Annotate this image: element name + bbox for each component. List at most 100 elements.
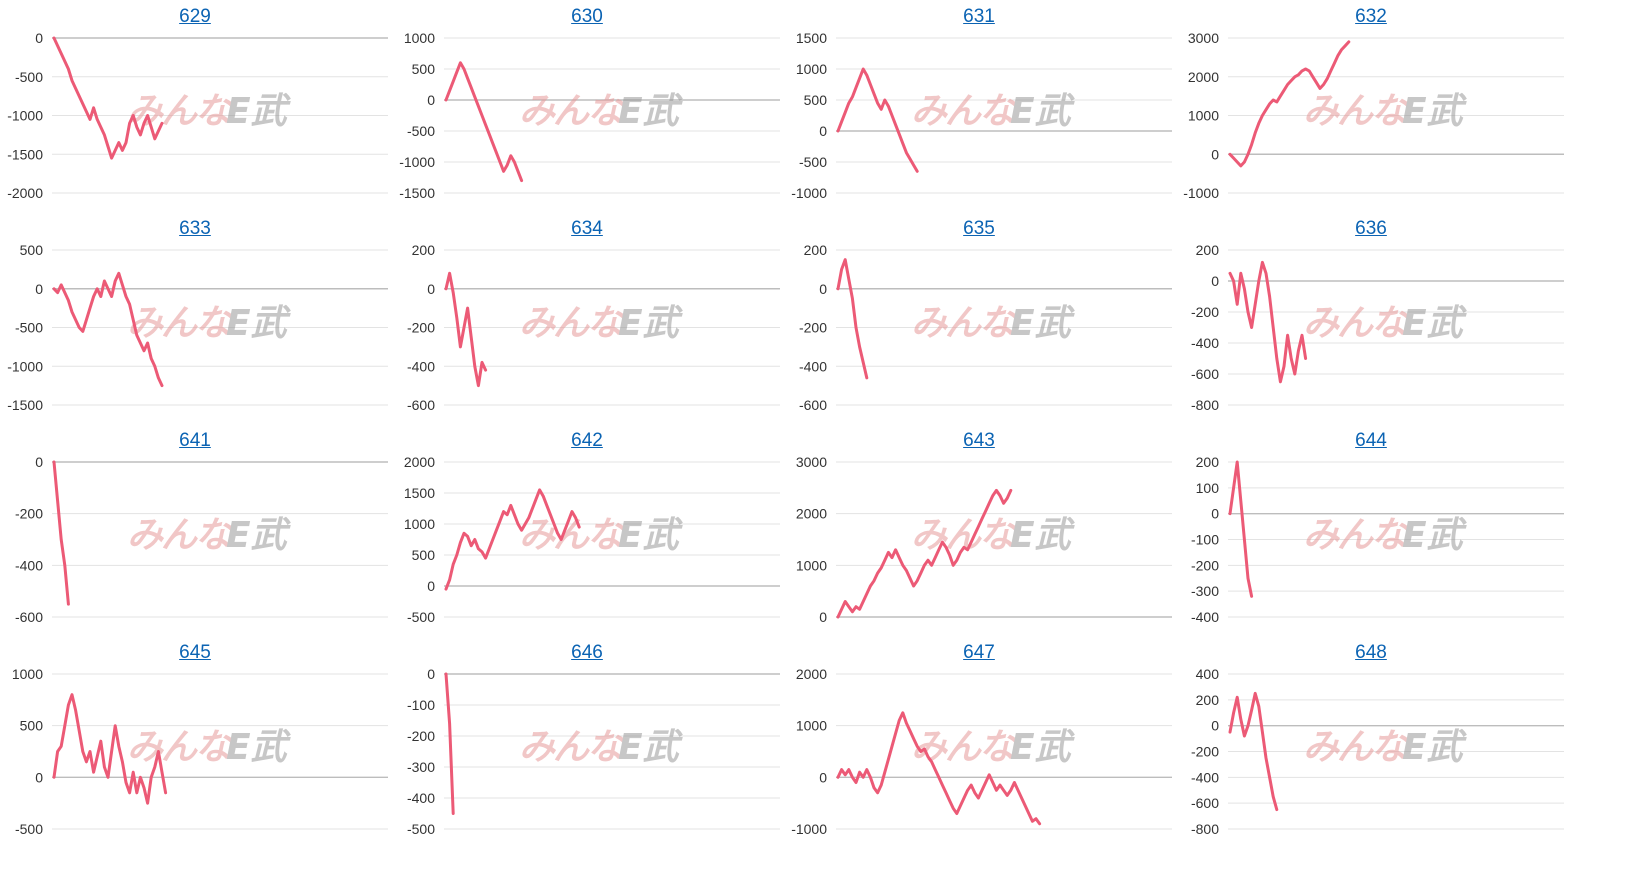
chart-panel-630: 630 1000 500 0 -500 -1000 -1500 みんな E武 [392, 0, 782, 221]
series-line [1228, 40, 1351, 168]
y-tick-label: -400 [407, 358, 435, 374]
chart-panel-648: 648 400 200 0 -200 -400 -600 -800 みんな E武 [1176, 636, 1566, 857]
y-tick-label: 200 [804, 242, 828, 258]
y-tick-label: -100 [1191, 532, 1219, 548]
y-tick-label: -600 [407, 397, 435, 413]
chart-title-link[interactable]: 642 [571, 430, 603, 451]
watermark-text-right: E武 [226, 515, 292, 556]
chart-title-link[interactable]: 634 [571, 218, 603, 239]
chart-panel-629: 629 0 -500 -1000 -1500 -2000 みんな E武 [0, 0, 390, 221]
watermark-text-left: みんな [1303, 515, 1411, 556]
y-tick-label: -200 [1191, 744, 1219, 760]
y-tick-label: -1000 [791, 821, 827, 837]
y-tick-label: 0 [35, 30, 43, 46]
y-tick-label: -1000 [791, 185, 827, 201]
watermark-text-left: みんな [519, 303, 627, 344]
chart-title-link[interactable]: 643 [963, 430, 995, 451]
y-tick-label: -400 [1191, 769, 1219, 785]
y-tick-label: -300 [407, 759, 435, 775]
series-line [1228, 460, 1254, 598]
y-tick-label: -1500 [7, 146, 43, 162]
chart-panel-633: 633 500 0 -500 -1000 -1500 みんな E武 [0, 212, 390, 433]
y-tick-label: 0 [1211, 506, 1219, 522]
watermark-text-left: みんな [127, 727, 235, 768]
watermark-text-right: E武 [618, 515, 684, 556]
y-tick-label: -100 [407, 697, 435, 713]
y-tick-label: -1000 [1183, 185, 1219, 201]
y-tick-label: 1000 [404, 30, 435, 46]
chart-panel-631: 631 1500 1000 500 0 -500 -1000 みんな E武 [784, 0, 1174, 221]
watermark-text-left: みんな [519, 91, 627, 132]
y-tick-label: 0 [819, 609, 827, 625]
y-tick-label: -400 [1191, 609, 1219, 625]
y-tick-label: -400 [15, 557, 43, 573]
series-line [444, 271, 488, 388]
chart-title-link[interactable]: 633 [179, 218, 211, 239]
chart-panel-632: 632 3000 2000 1000 0 -1000 みんな E武 [1176, 0, 1566, 221]
watermark-text-left: みんな [519, 727, 627, 768]
series-line [444, 672, 455, 815]
y-tick-label: -500 [15, 821, 43, 837]
chart-title-link[interactable]: 629 [179, 6, 211, 27]
chart-title-link[interactable]: 631 [963, 6, 995, 27]
y-tick-label: 0 [819, 281, 827, 297]
watermark-text-left: みんな [127, 91, 235, 132]
y-tick-label: 1000 [796, 61, 827, 77]
watermark-text-right: E武 [226, 727, 292, 768]
watermark-text-left: みんな [911, 91, 1019, 132]
y-tick-label: -600 [15, 609, 43, 625]
series-line [836, 488, 1013, 619]
chart-panel-636: 636 200 0 -200 -400 -600 -800 みんな E武 [1176, 212, 1566, 433]
watermark-text-right: E武 [1402, 91, 1468, 132]
y-tick-label: 100 [1196, 480, 1220, 496]
chart-title-link[interactable]: 632 [1355, 6, 1387, 27]
chart-panel-634: 634 200 0 -200 -400 -600 みんな E武 [392, 212, 782, 433]
watermark-text-right: E武 [1402, 515, 1468, 556]
y-tick-label: 500 [412, 547, 436, 563]
y-tick-label: -1500 [399, 185, 435, 201]
chart-title-link[interactable]: 645 [179, 642, 211, 663]
y-tick-label: -400 [407, 790, 435, 806]
series-line [52, 693, 168, 805]
y-tick-label: 2000 [404, 454, 435, 470]
y-tick-label: -200 [407, 320, 435, 336]
watermark-text-right: E武 [1402, 303, 1468, 344]
watermark-text-left: みんな [519, 515, 627, 556]
watermark-text-left: みんな [1303, 727, 1411, 768]
y-tick-label: 0 [427, 666, 435, 682]
y-tick-label: -500 [15, 69, 43, 85]
chart-title-link[interactable]: 635 [963, 218, 995, 239]
chart-title-link[interactable]: 630 [571, 6, 603, 27]
chart-title-link[interactable]: 644 [1355, 430, 1387, 451]
watermark-text-right: E武 [618, 727, 684, 768]
y-tick-label: -600 [799, 397, 827, 413]
chart-panel-647: 647 2000 1000 0 -1000 みんな E武 [784, 636, 1174, 857]
y-tick-label: 200 [1196, 454, 1220, 470]
chart-title-link[interactable]: 647 [963, 642, 995, 663]
watermark-text-left: みんな [1303, 91, 1411, 132]
y-tick-label: -600 [1191, 795, 1219, 811]
chart-title-link[interactable]: 646 [571, 642, 603, 663]
y-tick-label: -200 [799, 320, 827, 336]
chart-title-link[interactable]: 648 [1355, 642, 1387, 663]
chart-title-link[interactable]: 636 [1355, 218, 1387, 239]
y-tick-label: -500 [15, 320, 43, 336]
series-line [836, 258, 869, 380]
y-tick-label: -1500 [7, 397, 43, 413]
y-tick-label: -600 [1191, 366, 1219, 382]
chart-title-link[interactable]: 641 [179, 430, 211, 451]
watermark-text-left: みんな [911, 515, 1019, 556]
y-tick-label: 2000 [796, 506, 827, 522]
